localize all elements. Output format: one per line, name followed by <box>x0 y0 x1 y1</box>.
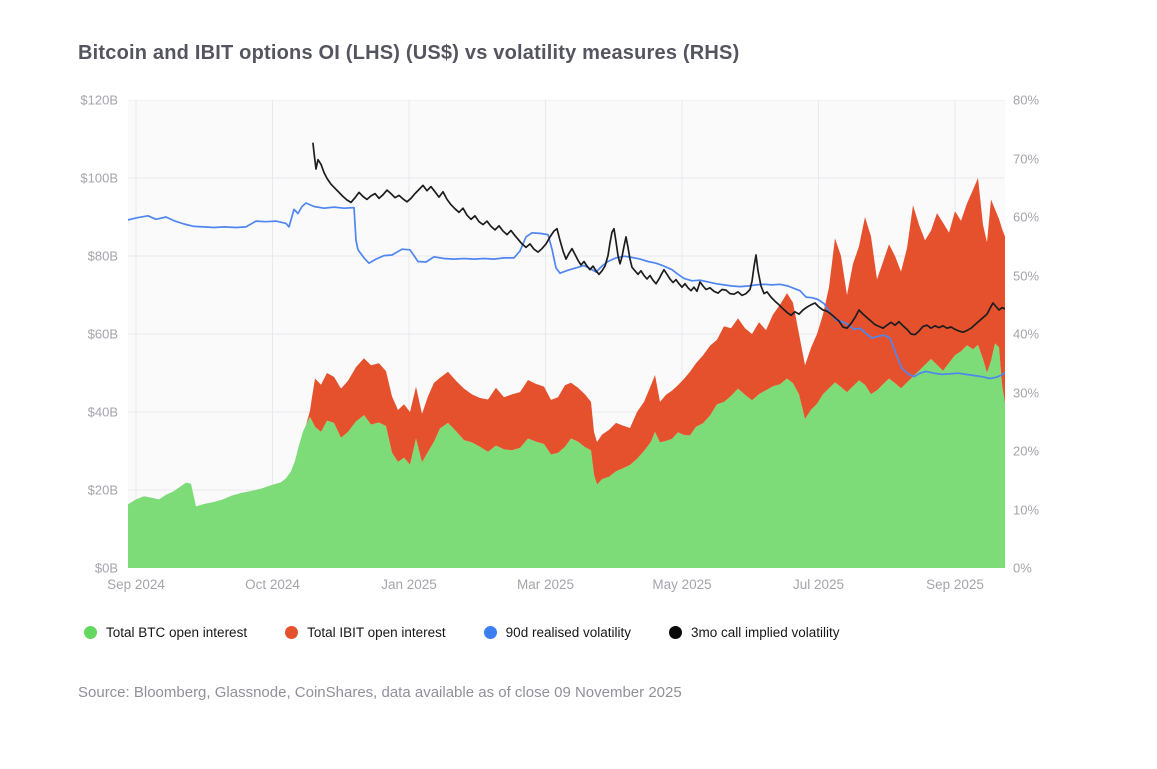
legend-label: 90d realised volatility <box>505 625 631 640</box>
legend-item-3mo-call-implied-volatility: 3mo call implied volatility <box>669 625 840 640</box>
left-axis-label: $80B <box>87 248 118 264</box>
right-axis-label: 70% <box>1013 151 1040 166</box>
left-axis-label: $20B <box>87 482 118 498</box>
plot-area <box>127 99 1006 569</box>
legend-dot-icon <box>84 626 97 639</box>
left-axis-label: $120B <box>80 92 118 108</box>
legend: Total BTC open interest Total IBIT open i… <box>84 625 840 640</box>
left-axis-label: $0B <box>94 560 118 576</box>
legend-label: Total IBIT open interest <box>307 625 446 640</box>
chart-canvas <box>127 99 1006 569</box>
legend-label: Total BTC open interest <box>106 625 248 640</box>
btc-open-interest-area <box>128 343 1005 568</box>
x-axis-label: Mar 2025 <box>516 577 575 592</box>
legend-dot-icon <box>285 626 299 639</box>
x-axis-label: May 2025 <box>652 577 712 592</box>
right-axis-label: 30% <box>1013 385 1040 400</box>
legend-item-total-ibit-open-interest: Total IBIT open interest <box>285 625 446 640</box>
legend-label: 3mo call implied volatility <box>691 625 840 640</box>
right-axis-label: 0% <box>1013 560 1032 576</box>
legend-dot-icon <box>483 626 497 639</box>
chart-title: Bitcoin and IBIT options OI (LHS) (US$) … <box>78 42 740 64</box>
x-axis-label: Oct 2024 <box>245 577 300 592</box>
x-axis-label: Sep 2024 <box>107 577 165 592</box>
x-axis-label: Jan 2025 <box>381 577 437 592</box>
left-axis-label: $60B <box>87 326 118 342</box>
left-axis-label: $100B <box>80 170 118 186</box>
x-axis-label: Jul 2025 <box>792 577 845 592</box>
ibit-open-interest-area <box>306 178 1005 485</box>
right-axis-label: 20% <box>1013 443 1040 459</box>
right-axis-label: 10% <box>1013 502 1040 517</box>
source-note: Source: Bloomberg, Glassnode, CoinShares… <box>78 684 682 701</box>
right-axis-label: 40% <box>1013 326 1040 342</box>
x-axis-label: Sep 2025 <box>926 577 984 592</box>
left-axis-label: $40B <box>87 404 118 420</box>
right-axis-label: 50% <box>1013 268 1040 283</box>
legend-item-total-btc-open-interest: Total BTC open interest <box>84 625 247 640</box>
right-axis-label: 60% <box>1013 209 1040 225</box>
legend-dot-icon <box>669 626 682 639</box>
legend-item-90d-realised-volatility: 90d realised volatility <box>483 625 631 640</box>
right-axis-label: 80% <box>1013 92 1040 108</box>
implied-volatility-line <box>312 142 1006 336</box>
